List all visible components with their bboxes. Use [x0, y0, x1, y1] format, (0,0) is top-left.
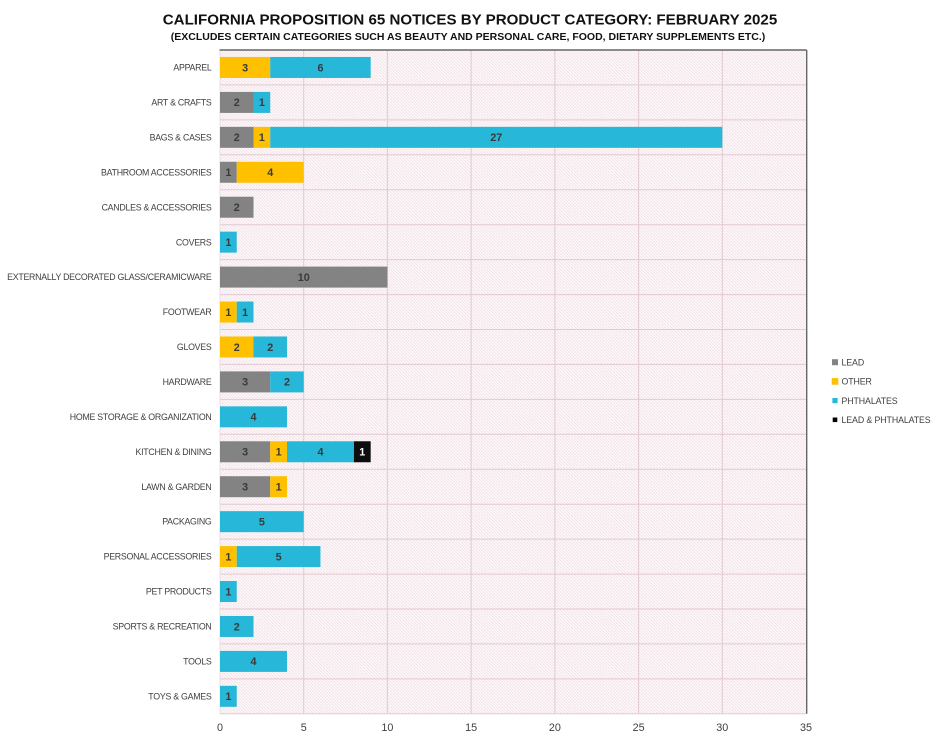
svg-text:FOOTWEAR: FOOTWEAR [163, 307, 212, 317]
svg-text:GLOVES: GLOVES [177, 342, 212, 352]
svg-text:1: 1 [359, 447, 365, 459]
svg-text:15: 15 [465, 722, 477, 734]
svg-text:COVERS: COVERS [176, 237, 212, 247]
svg-text:1: 1 [259, 97, 265, 109]
svg-text:2: 2 [234, 202, 240, 214]
svg-text:PERSONAL ACCESSORIES: PERSONAL ACCESSORIES [104, 552, 212, 562]
svg-text:TOYS & GAMES: TOYS & GAMES [148, 691, 212, 701]
svg-text:2: 2 [234, 97, 240, 109]
svg-text:1: 1 [225, 691, 231, 703]
svg-text:CANDLES & ACCESSORIES: CANDLES & ACCESSORIES [102, 202, 212, 212]
svg-text:1: 1 [225, 237, 231, 249]
svg-text:LAWN & GARDEN: LAWN & GARDEN [141, 482, 211, 492]
svg-text:APPAREL: APPAREL [173, 63, 211, 73]
svg-text:PET PRODUCTS: PET PRODUCTS [146, 587, 212, 597]
svg-text:PACKAGING: PACKAGING [162, 517, 212, 527]
svg-text:0: 0 [217, 722, 223, 734]
svg-text:1: 1 [276, 447, 282, 459]
svg-text:2: 2 [284, 377, 290, 389]
svg-text:4: 4 [250, 656, 256, 668]
svg-text:10: 10 [381, 722, 393, 734]
svg-text:EXTERNALLY DECORATED GLASS/CER: EXTERNALLY DECORATED GLASS/CERAMICWARE [7, 272, 212, 282]
svg-text:1: 1 [276, 482, 282, 494]
svg-text:4: 4 [317, 447, 323, 459]
svg-text:3: 3 [242, 447, 248, 459]
svg-text:6: 6 [317, 62, 323, 74]
svg-text:1: 1 [225, 551, 231, 563]
svg-text:KITCHEN & DINING: KITCHEN & DINING [136, 447, 212, 457]
svg-text:LEAD & PHTHALATES: LEAD & PHTHALATES [842, 415, 931, 425]
svg-text:3: 3 [242, 377, 248, 389]
svg-text:BATHROOM ACCESSORIES: BATHROOM ACCESSORIES [101, 167, 212, 177]
svg-text:1: 1 [225, 167, 231, 179]
svg-text:20: 20 [549, 722, 561, 734]
svg-text:2: 2 [234, 342, 240, 354]
svg-text:OTHER: OTHER [842, 377, 872, 387]
svg-text:30: 30 [716, 722, 728, 734]
svg-text:HARDWARE: HARDWARE [163, 377, 212, 387]
svg-text:BAGS & CASES: BAGS & CASES [150, 132, 212, 142]
svg-text:1: 1 [225, 307, 231, 319]
svg-text:3: 3 [242, 482, 248, 494]
svg-text:1: 1 [225, 586, 231, 598]
svg-text:(EXCLUDES CERTAIN CATEGORIES S: (EXCLUDES CERTAIN CATEGORIES SUCH AS BEA… [171, 31, 765, 43]
svg-text:35: 35 [800, 722, 812, 734]
svg-text:10: 10 [298, 272, 310, 284]
svg-text:CALIFORNIA PROPOSITION 65 NOTI: CALIFORNIA PROPOSITION 65 NOTICES BY PRO… [163, 12, 777, 29]
svg-text:4: 4 [250, 412, 256, 424]
svg-text:3: 3 [242, 62, 248, 74]
svg-text:HOME STORAGE & ORGANIZATION: HOME STORAGE & ORGANIZATION [70, 412, 212, 422]
svg-text:1: 1 [259, 132, 265, 144]
svg-text:2: 2 [234, 132, 240, 144]
svg-text:1: 1 [242, 307, 248, 319]
svg-text:2: 2 [234, 621, 240, 633]
svg-text:PHTHALATES: PHTHALATES [842, 396, 898, 406]
svg-text:4: 4 [267, 167, 273, 179]
svg-text:5: 5 [259, 516, 265, 528]
svg-text:25: 25 [633, 722, 645, 734]
svg-text:5: 5 [301, 722, 307, 734]
svg-text:SPORTS & RECREATION: SPORTS & RECREATION [113, 622, 212, 632]
svg-text:ART & CRAFTS: ART & CRAFTS [151, 98, 211, 108]
svg-text:5: 5 [276, 551, 282, 563]
svg-text:TOOLS: TOOLS [183, 657, 212, 667]
svg-text:27: 27 [490, 132, 502, 144]
svg-text:LEAD: LEAD [842, 357, 865, 367]
svg-text:2: 2 [267, 342, 273, 354]
